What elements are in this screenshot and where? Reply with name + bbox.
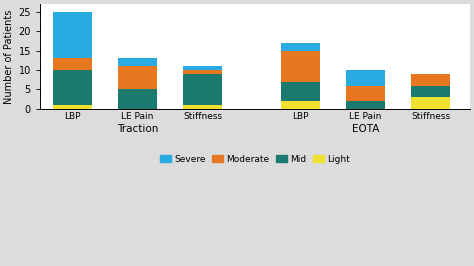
Bar	[183, 105, 222, 109]
Bar	[411, 86, 450, 97]
Bar	[118, 66, 157, 89]
Bar	[346, 101, 385, 109]
Bar	[53, 59, 92, 70]
Bar	[346, 86, 385, 101]
Bar	[411, 74, 450, 86]
Bar	[281, 51, 320, 82]
Bar	[281, 101, 320, 109]
Text: EOTA: EOTA	[352, 124, 379, 134]
Bar	[53, 105, 92, 109]
Bar	[183, 74, 222, 105]
Bar	[53, 70, 92, 105]
Bar	[281, 82, 320, 101]
Bar	[53, 12, 92, 59]
Bar	[118, 59, 157, 66]
Bar	[281, 43, 320, 51]
Text: Traction: Traction	[117, 124, 158, 134]
Bar	[411, 97, 450, 109]
Bar	[118, 89, 157, 109]
Bar	[183, 66, 222, 70]
Legend: Severe, Moderate, Mid, Light: Severe, Moderate, Mid, Light	[156, 151, 354, 167]
Y-axis label: Number of Patients: Number of Patients	[4, 9, 14, 104]
Bar	[183, 70, 222, 74]
Bar	[346, 70, 385, 86]
